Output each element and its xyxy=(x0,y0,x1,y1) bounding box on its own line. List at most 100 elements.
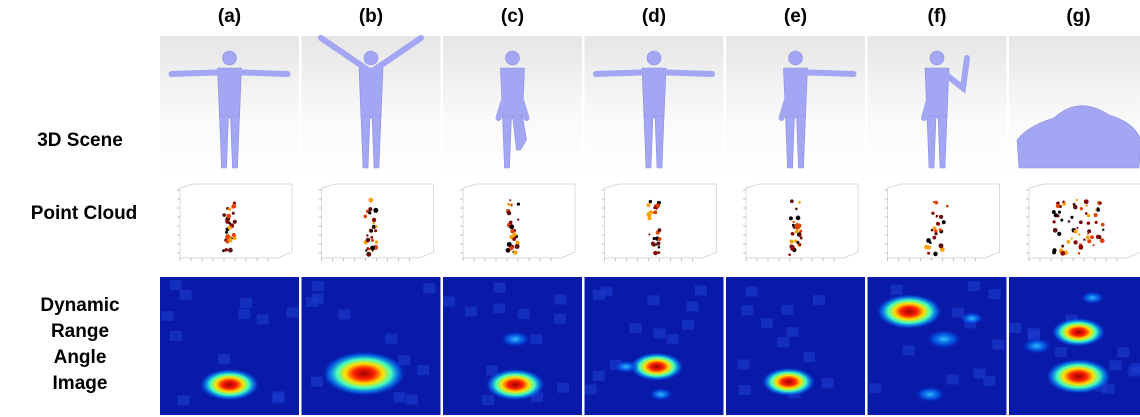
point xyxy=(517,203,520,206)
row-label: 3D Scene xyxy=(20,130,140,152)
point xyxy=(647,212,652,217)
torso xyxy=(359,68,383,118)
point xyxy=(938,243,943,248)
point xyxy=(373,208,378,213)
column-label: (e) xyxy=(766,6,826,28)
point xyxy=(228,207,231,210)
point-cloud xyxy=(885,184,1000,261)
point xyxy=(1056,204,1060,208)
torso xyxy=(642,68,666,118)
heatmap-cell xyxy=(493,303,505,313)
point xyxy=(1052,220,1055,223)
heatmap-cell xyxy=(240,298,252,308)
heatmap-cell xyxy=(161,311,173,321)
point-cloud xyxy=(602,184,717,261)
point xyxy=(1078,233,1080,235)
heatmap-cell xyxy=(393,392,405,402)
point xyxy=(1085,204,1088,207)
point xyxy=(370,229,374,233)
point xyxy=(1080,207,1083,210)
row-label: Point Cloud xyxy=(14,203,154,225)
axes xyxy=(605,184,717,258)
point xyxy=(369,198,374,203)
heatmap-cell xyxy=(557,383,569,393)
point xyxy=(1071,237,1073,239)
column-label: (f) xyxy=(907,6,967,28)
point xyxy=(370,236,373,239)
point xyxy=(374,229,377,232)
heatmap-blob xyxy=(1080,291,1104,304)
point xyxy=(927,252,930,255)
point xyxy=(226,214,231,219)
heatmap-cell xyxy=(786,327,798,337)
point xyxy=(658,237,662,241)
arm xyxy=(230,72,288,74)
point xyxy=(934,232,937,235)
heatmap-blob xyxy=(500,331,530,347)
point xyxy=(506,248,510,252)
point xyxy=(1057,232,1061,236)
point xyxy=(1070,216,1073,219)
heatmap-cell xyxy=(739,385,751,395)
heatmap-cell xyxy=(761,318,773,328)
point xyxy=(366,234,368,236)
heatmap-cell xyxy=(686,301,698,311)
heatmap-cell xyxy=(443,296,455,306)
point xyxy=(929,241,932,244)
point xyxy=(222,213,226,217)
point xyxy=(1058,211,1061,214)
point xyxy=(1062,201,1064,203)
figure: 3D Scene Point Cloud Dynamic Range Angle… xyxy=(0,0,1140,417)
point xyxy=(1097,235,1101,239)
heatmap-cell xyxy=(695,286,707,296)
point xyxy=(1092,244,1094,246)
range-angle-image xyxy=(1009,277,1140,415)
point xyxy=(1087,239,1091,243)
point xyxy=(800,237,803,240)
point xyxy=(1061,245,1064,248)
point xyxy=(939,228,942,231)
head xyxy=(789,51,803,65)
heatmap-cell xyxy=(312,294,324,304)
point xyxy=(1060,219,1063,222)
point xyxy=(931,212,934,215)
head xyxy=(506,51,520,65)
heatmap-cell xyxy=(465,307,477,317)
heatmap-cell xyxy=(1131,363,1140,373)
point xyxy=(799,230,802,233)
point xyxy=(649,200,652,203)
heatmap-cell xyxy=(482,395,494,405)
heatmap-cell xyxy=(629,323,641,333)
heatmap-cell xyxy=(170,280,182,290)
heatmap-cell xyxy=(777,337,789,347)
point xyxy=(512,233,516,237)
point xyxy=(939,215,943,219)
point xyxy=(1090,235,1094,239)
point xyxy=(225,234,230,239)
heatmap-cell xyxy=(257,314,269,324)
heatmap-blob xyxy=(322,351,406,396)
point xyxy=(653,206,656,209)
point xyxy=(368,211,371,214)
point xyxy=(795,224,798,227)
point xyxy=(372,218,376,222)
point-cloud xyxy=(460,184,575,261)
heatmap-cell xyxy=(311,377,323,387)
point xyxy=(648,233,650,235)
heatmap-cell xyxy=(803,352,815,362)
heatmap-cell xyxy=(180,290,192,300)
point xyxy=(515,244,520,249)
heatmap-cell xyxy=(554,314,566,324)
heatmap-cell xyxy=(287,308,299,318)
heatmap-cell xyxy=(218,354,230,364)
heatmap-blob xyxy=(1022,338,1052,354)
point xyxy=(1102,229,1104,231)
figure-panels xyxy=(0,0,1140,417)
point xyxy=(658,246,661,249)
heatmap-blob xyxy=(200,369,260,401)
heatmap-cell xyxy=(891,285,903,295)
arm xyxy=(654,72,712,74)
point xyxy=(510,204,513,207)
point xyxy=(653,211,655,213)
heatmap-cell xyxy=(338,309,350,319)
